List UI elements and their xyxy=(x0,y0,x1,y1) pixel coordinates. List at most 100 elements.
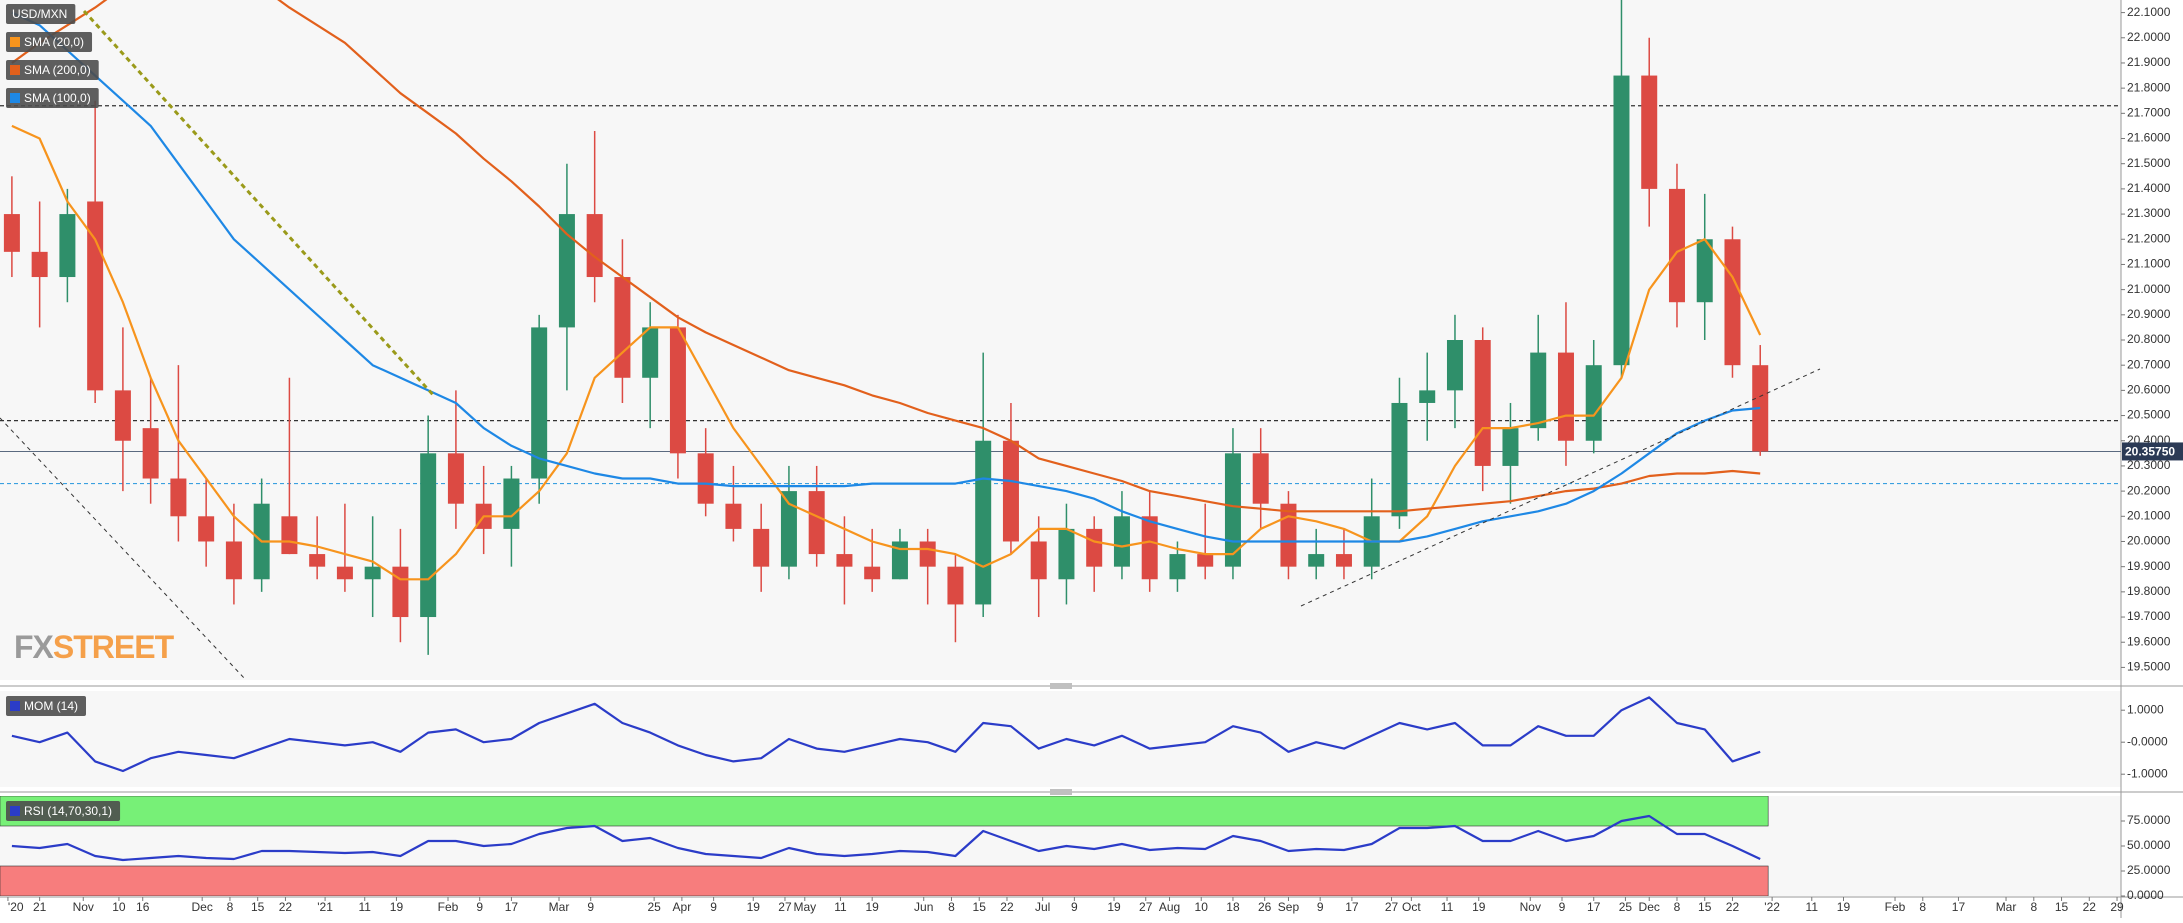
y-tick-label: 21.8000 xyxy=(2127,80,2171,94)
watermark-part: STREET xyxy=(53,629,175,665)
series-line xyxy=(11,0,1761,513)
candle-body xyxy=(891,541,908,580)
candle-body xyxy=(1280,503,1297,567)
y-tick-label: 20.0000 xyxy=(2127,534,2171,548)
candle-body xyxy=(586,214,603,278)
series-line xyxy=(11,814,1761,862)
x-tick-label: 17 xyxy=(1952,900,1966,914)
x-tick-label: Dec xyxy=(1639,900,1660,914)
x-tick-label: 15 xyxy=(251,900,265,914)
candle-body xyxy=(198,516,215,542)
candle-body xyxy=(1641,75,1658,189)
y-tick-label: 21.7000 xyxy=(2127,106,2171,120)
x-tick-label: 17 xyxy=(1345,900,1359,914)
candle-body xyxy=(281,516,298,555)
x-tick-label: Feb xyxy=(438,900,459,914)
candle-body xyxy=(1391,402,1408,517)
x-tick-label: 22 xyxy=(279,900,293,914)
candle-body xyxy=(1502,428,1519,466)
y-tick-label: 21.6000 xyxy=(2127,131,2171,145)
x-tick-label: Mar xyxy=(1996,900,2017,914)
candle-body xyxy=(309,554,326,567)
watermark-part: FX xyxy=(14,629,55,665)
candle-body xyxy=(1169,554,1186,580)
legend-box xyxy=(6,32,93,52)
x-tick-label: 15 xyxy=(1698,900,1712,914)
y-tick-label: 20.8000 xyxy=(2127,332,2171,346)
candle-body xyxy=(1086,528,1103,567)
resize-handle[interactable] xyxy=(1050,683,1072,689)
legend-box xyxy=(6,801,121,821)
y-tick-label: 25.0000 xyxy=(2127,863,2171,877)
candle-body xyxy=(836,554,853,567)
candle-body xyxy=(1058,528,1075,580)
x-tick-label: 11 xyxy=(834,900,847,914)
candle-body xyxy=(919,541,936,567)
legend-swatch xyxy=(10,806,20,816)
candle-body xyxy=(1668,188,1685,303)
candle-body xyxy=(87,201,104,391)
x-tick-label: 9 xyxy=(587,900,594,914)
x-tick-label: 10 xyxy=(112,900,126,914)
candle-body xyxy=(753,528,770,567)
x-tick-label: Feb xyxy=(1885,900,1906,914)
x-tick-label: 9 xyxy=(476,900,483,914)
legend-label: MOM (14) xyxy=(24,699,78,713)
candle-body xyxy=(1613,75,1630,366)
candle-body xyxy=(864,566,881,580)
candle-body xyxy=(1557,352,1574,441)
x-tick-label: Mar xyxy=(549,900,570,914)
x-tick-label: 27 xyxy=(1385,900,1399,914)
candle-body xyxy=(1197,554,1214,567)
legend-label: SMA (100,0) xyxy=(24,91,91,105)
x-tick-label: 8 xyxy=(1674,900,1681,914)
x-tick-label: 27 xyxy=(1139,900,1153,914)
mom-panel xyxy=(0,691,2121,787)
x-tick-label: 11 xyxy=(358,900,371,914)
candle-body xyxy=(1530,352,1547,429)
candle-body xyxy=(114,390,131,441)
candle-body xyxy=(1419,390,1436,403)
x-tick-label: 9 xyxy=(1317,900,1324,914)
x-tick-label: Oct xyxy=(1402,900,1421,914)
legend-label: SMA (200,0) xyxy=(24,63,91,77)
candle-body xyxy=(1002,440,1019,542)
x-tick-label: 19 xyxy=(866,900,880,914)
candle-body xyxy=(975,440,992,605)
legend-box xyxy=(6,696,86,716)
legend-label: RSI (14,70,30,1) xyxy=(24,804,112,818)
watermark: FXSTREET xyxy=(14,629,175,665)
panel-plot xyxy=(0,0,2121,655)
candle-body xyxy=(1752,365,1769,452)
legend-swatch xyxy=(10,701,20,711)
x-tick-label: Apr xyxy=(673,900,692,914)
y-tick-label: 20.5000 xyxy=(2127,408,2171,422)
y-tick-label: 20.3000 xyxy=(2127,458,2171,472)
candle-body xyxy=(336,566,353,580)
x-tick-label: 16 xyxy=(136,900,150,914)
candle-body xyxy=(1474,340,1491,466)
candle-body xyxy=(1030,541,1047,580)
legend-swatch xyxy=(10,37,20,47)
candle-body xyxy=(503,478,520,529)
x-tick-label: 21 xyxy=(33,900,47,914)
x-tick-label: 19 xyxy=(747,900,761,914)
resize-handle[interactable] xyxy=(1050,789,1072,795)
x-tick-label: 18 xyxy=(1226,900,1240,914)
legend-label: USD/MXN xyxy=(12,7,67,21)
x-tick-label: '20 xyxy=(8,900,24,914)
y-tick-label: 19.8000 xyxy=(2127,584,2171,598)
y-tick-label: -0.0000 xyxy=(2127,734,2168,748)
x-tick-label: 27 xyxy=(778,900,792,914)
drawings xyxy=(0,9,1821,680)
y-tick-label: 20.9000 xyxy=(2127,307,2171,321)
y-tick-label: -1.0000 xyxy=(2127,766,2168,780)
x-tick-label: Aug xyxy=(1159,900,1180,914)
band xyxy=(0,865,1769,896)
x-tick-label: 11 xyxy=(1806,900,1819,914)
x-tick-label: 11 xyxy=(1441,900,1454,914)
legend-box xyxy=(6,60,99,80)
candle-body xyxy=(697,453,714,504)
y-tick-label: 21.0000 xyxy=(2127,282,2171,296)
